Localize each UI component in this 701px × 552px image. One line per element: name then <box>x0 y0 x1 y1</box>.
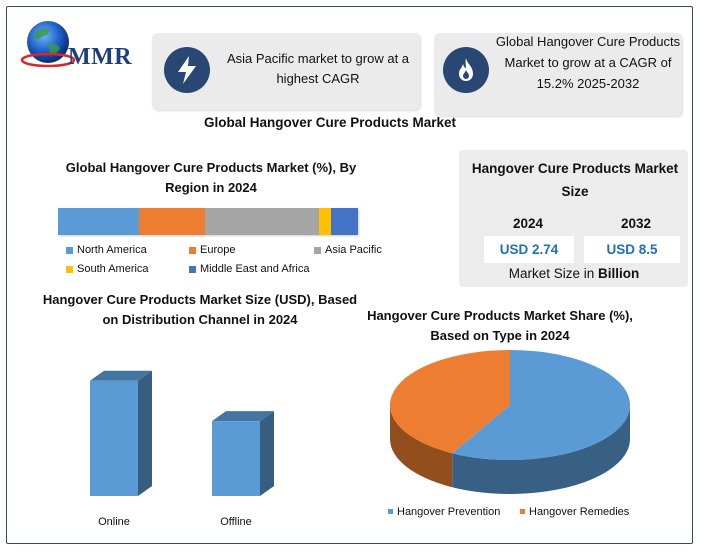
bar-front <box>90 380 138 496</box>
pie-legend-hangover-remedies: Hangover Remedies <box>520 506 630 518</box>
region-segment-middle-east-and-africa <box>331 208 358 235</box>
highlight-card-asia: Asia Pacific market to grow at a highest… <box>152 33 420 110</box>
legend-label: Asia Pacific <box>325 244 382 256</box>
pie-wall-hangover-remedies <box>390 405 453 488</box>
bar-online <box>90 370 152 496</box>
note-unit: Billion <box>598 266 640 281</box>
bar-top <box>212 411 274 422</box>
type-pie-chart: Hangover Prevention Hangover Remedies <box>388 350 630 518</box>
distribution-chart-title: Hangover Cure Products Market Size (USD)… <box>42 292 358 327</box>
legend-label: Hangover Prevention <box>397 506 500 518</box>
legend-swatch <box>520 509 525 514</box>
bar-label-online: Online <box>98 516 130 528</box>
region-stacked-bar <box>58 208 358 235</box>
brand-logo: MMR <box>18 16 148 76</box>
legend-item-south-america: South America <box>66 263 149 275</box>
distribution-bar-chart: Online Offline <box>90 370 274 528</box>
lightning-icon <box>164 47 210 93</box>
region-segment-south-america <box>319 208 331 235</box>
highlight-card-cagr: Global Hangover Cure Products Market to … <box>434 33 682 116</box>
market-size-note: Market Size in Billion <box>460 266 688 281</box>
type-pie-title: Hangover Cure Products Market Share (%),… <box>367 308 633 343</box>
flame-icon <box>443 47 489 93</box>
year-2032: 2032 <box>620 216 652 231</box>
legend-label: South America <box>77 263 149 275</box>
legend-item-middle-east-and-africa: Middle East and Africa <box>189 263 309 275</box>
market-size-panel <box>459 150 688 287</box>
year-2024: 2024 <box>512 216 544 231</box>
bar-front <box>212 421 260 496</box>
legend-swatch <box>388 509 393 514</box>
value-2032: USD 8.5 <box>584 236 680 263</box>
pie-legend-hangover-prevention: Hangover Prevention <box>388 506 500 518</box>
legend-swatch <box>189 246 196 254</box>
highlight-text: Global Hangover Cure Products Market to … <box>495 34 681 91</box>
note-prefix: Market Size in <box>508 266 595 281</box>
region-chart-title: Global Hangover Cure Products Market (%)… <box>65 160 357 195</box>
bar-offline <box>212 411 274 496</box>
highlight-text: Asia Pacific market to grow at a highest… <box>226 51 410 86</box>
region-segment-asia-pacific <box>205 208 319 235</box>
legend-swatch <box>66 246 73 254</box>
pie-wall-hangover-prevention <box>452 405 630 494</box>
bar-label-offline: Offline <box>220 516 252 528</box>
legend-label: Middle East and Africa <box>200 263 310 275</box>
globe-icon <box>20 21 76 68</box>
legend-item-europe: Europe <box>189 244 235 256</box>
legend-swatch <box>66 265 73 273</box>
value-2024: USD 2.74 <box>484 236 574 263</box>
region-segment-north-america <box>58 208 139 235</box>
pie-slice-hangover-remedies <box>390 350 510 454</box>
legend-label: Europe <box>200 244 236 256</box>
legend-swatch <box>314 246 321 254</box>
legend-item-north-america: North America <box>66 244 147 256</box>
bar-side <box>260 411 274 496</box>
infographic-frame <box>6 6 693 544</box>
legend-label: North America <box>77 244 147 256</box>
main-title: Global Hangover Cure Products Market <box>203 115 457 130</box>
bar-top <box>90 370 152 381</box>
pie-slice-hangover-prevention <box>452 350 630 460</box>
legend-item-asia-pacific: Asia Pacific <box>314 244 382 256</box>
bar-side <box>138 370 152 496</box>
brand-name: MMR <box>68 44 133 70</box>
legend-swatch <box>189 265 196 273</box>
market-size-title: Hangover Cure Products Market Size <box>471 161 679 199</box>
legend-label: Hangover Remedies <box>529 506 630 518</box>
region-segment-europe <box>139 208 205 235</box>
